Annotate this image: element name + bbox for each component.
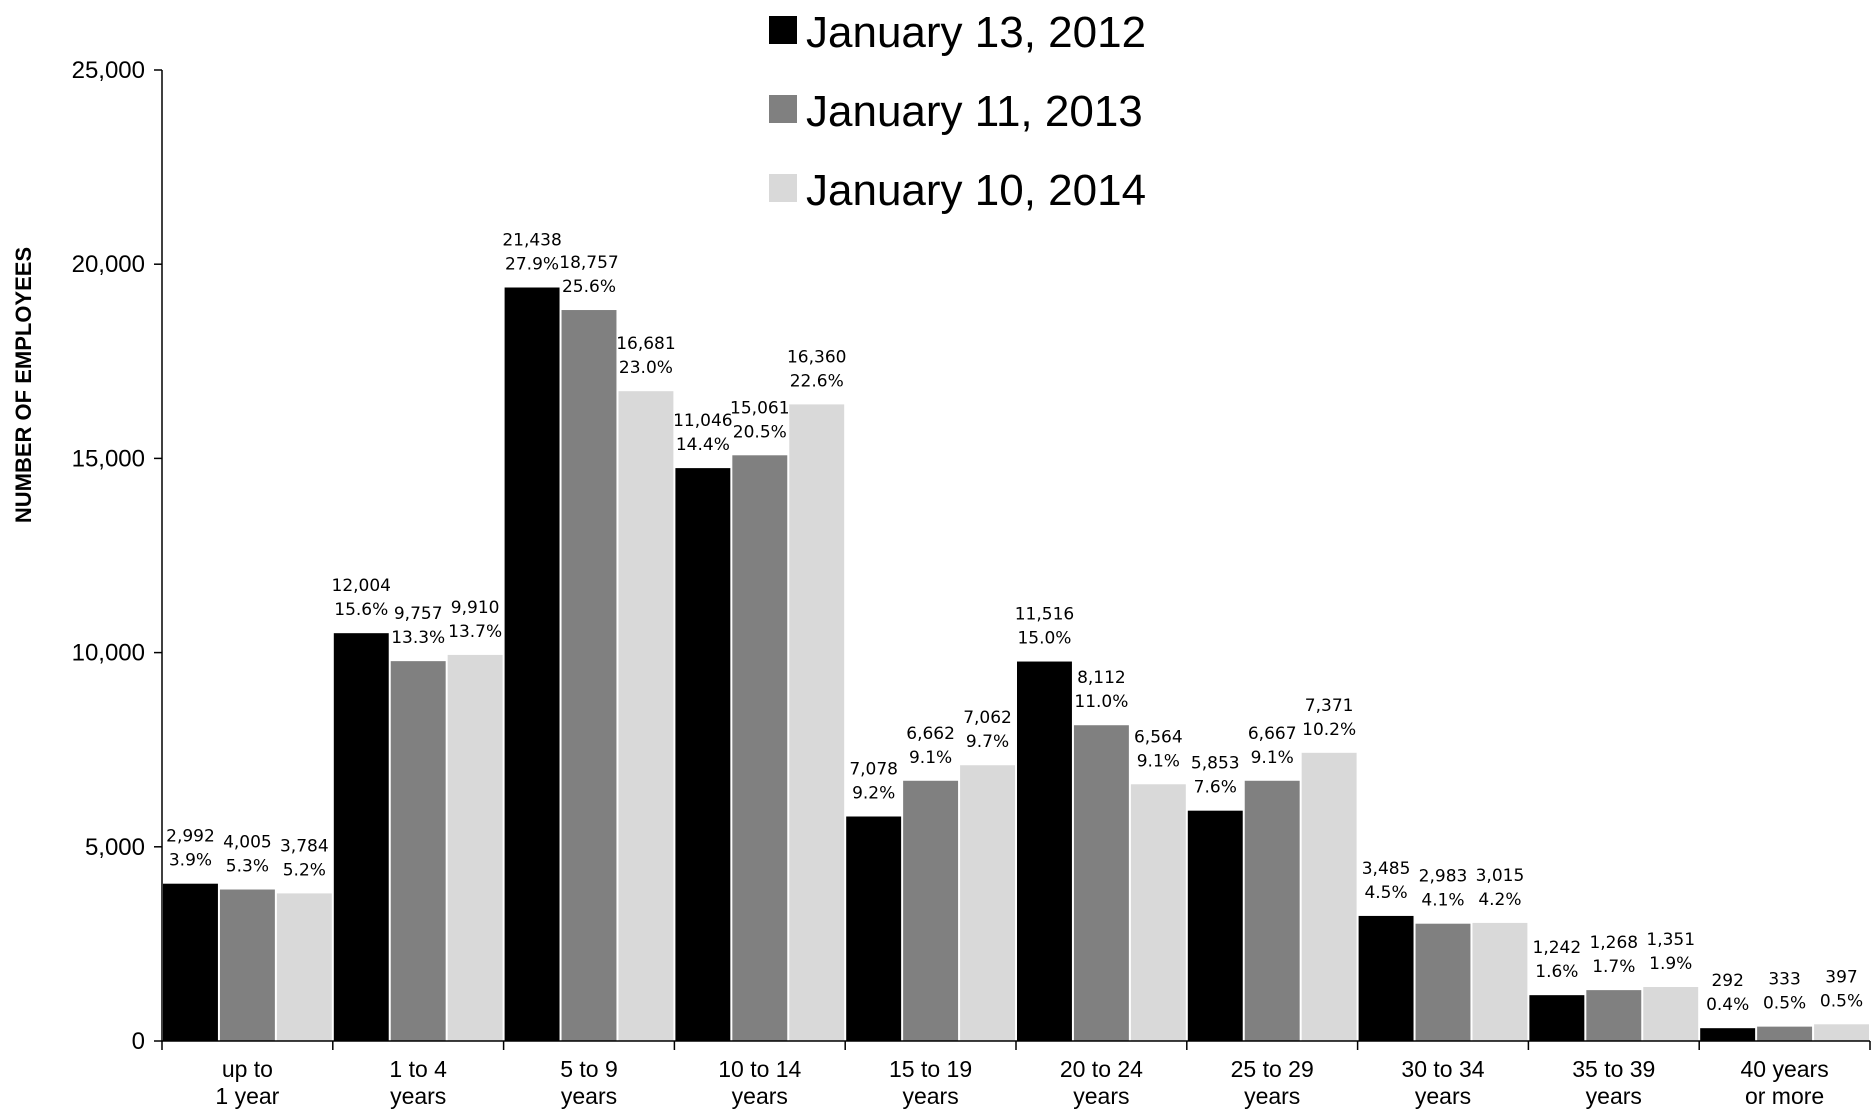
bar	[1358, 915, 1414, 1041]
x-tick-label: 35 to 39 years	[1572, 1056, 1655, 1109]
bar	[219, 889, 275, 1041]
legend: January 13, 2012 January 11, 2013 January …	[769, 8, 1146, 215]
data-label: 9,910 13.7%	[448, 598, 502, 642]
data-label: 18,757 25.6%	[559, 253, 618, 297]
data-label: 12,004 15.6%	[332, 576, 391, 620]
data-label: 16,360 22.6%	[787, 347, 846, 391]
data-label: 2,983 4.1%	[1419, 867, 1468, 911]
data-label: 9,757 13.3%	[391, 604, 445, 648]
bar	[1472, 922, 1528, 1041]
bar	[1415, 923, 1471, 1041]
x-tick-label: 40 years or more	[1740, 1056, 1828, 1109]
bar	[618, 391, 674, 1041]
x-tick-label: 5 to 9 years	[560, 1056, 618, 1109]
bar	[390, 661, 446, 1041]
bar	[1700, 1028, 1756, 1041]
bar	[1757, 1026, 1813, 1041]
bar	[1529, 995, 1585, 1041]
data-label: 1,268 1.7%	[1589, 933, 1638, 977]
bar	[1814, 1024, 1869, 1041]
data-label: 16,681 23.0%	[616, 334, 675, 378]
bar	[846, 816, 902, 1041]
data-label: 7,078 9.2%	[849, 760, 898, 804]
x-axis: up to 1 year 1 to 4 years 5 to 9 years 10 to 1…	[161, 1040, 1871, 1109]
x-tick-label: 30 to 34 years	[1401, 1056, 1484, 1109]
bar	[1301, 752, 1357, 1041]
x-tick-label: 10 to 14 years	[718, 1056, 801, 1109]
bar	[1643, 987, 1699, 1041]
bar	[732, 455, 788, 1041]
data-label: 3,485 4.5%	[1362, 859, 1411, 903]
bar	[163, 883, 218, 1041]
x-tick-label: 25 to 29 years	[1231, 1056, 1314, 1109]
data-label: 6,564 9.1%	[1134, 727, 1183, 771]
data-label: 4,005 5.3%	[223, 833, 272, 877]
bar	[903, 780, 959, 1041]
data-label: 292 0.4%	[1706, 971, 1749, 1015]
y-tick-label: 20,000	[72, 251, 145, 278]
data-label: 5,853 7.6%	[1191, 754, 1240, 798]
data-label: 333 0.5%	[1763, 970, 1806, 1014]
bar	[1073, 725, 1129, 1041]
legend-swatch	[769, 174, 797, 202]
bars	[163, 287, 1869, 1041]
bar	[675, 468, 731, 1041]
data-label: 7,371 10.2%	[1302, 696, 1356, 740]
bar	[333, 633, 389, 1041]
x-tick-label: 20 to 24 years	[1060, 1056, 1143, 1109]
x-tick-label: 15 to 19 years	[889, 1056, 972, 1109]
legend-swatch	[769, 16, 797, 44]
data-label: 21,438 27.9%	[502, 231, 561, 275]
data-labels: 2,992 3.9% 12,004 15.6% 21,438 27.9% 11,046 14.…	[166, 231, 1863, 1016]
y-tick-label: 15,000	[72, 445, 145, 472]
data-label: 11,516 15.0%	[1015, 605, 1074, 649]
legend-label: January 11, 2013	[806, 87, 1143, 136]
data-label: 6,667 9.1%	[1248, 724, 1297, 768]
data-label: 15,061 20.5%	[730, 398, 789, 442]
data-label: 3,015 4.2%	[1476, 866, 1525, 910]
data-label: 11,046 14.4%	[673, 411, 732, 455]
bar	[1130, 784, 1186, 1041]
legend-label: January 10, 2014	[806, 166, 1146, 215]
data-label: 7,062 9.7%	[963, 708, 1012, 752]
data-label: 397 0.5%	[1820, 967, 1863, 1011]
bar	[960, 765, 1015, 1041]
y-tick-label: 25,000	[72, 57, 145, 84]
data-label: 1,351 1.9%	[1646, 930, 1695, 974]
data-label: 3,784 5.2%	[280, 836, 329, 880]
y-tick-label: 10,000	[72, 640, 145, 667]
bar	[504, 287, 560, 1041]
bar	[1017, 661, 1072, 1041]
bar	[1586, 990, 1642, 1041]
y-tick-label: 5,000	[85, 834, 145, 861]
bar	[1187, 810, 1243, 1041]
bar	[561, 310, 617, 1041]
data-label: 6,662 9.1%	[906, 724, 955, 768]
bar	[1244, 780, 1300, 1041]
data-label: 8,112 11.0%	[1074, 668, 1128, 712]
data-label: 1,242 1.6%	[1533, 938, 1582, 982]
bar	[789, 404, 845, 1041]
data-label: 2,992 3.9%	[166, 827, 215, 871]
x-tick-label: up to 1 year	[215, 1056, 279, 1109]
y-axis: 0 5,000 10,000 15,000 20,000 25,000	[72, 57, 163, 1055]
bar	[447, 654, 503, 1041]
y-axis-label: NUMBER OF EMPLOYEES	[11, 247, 36, 523]
y-tick-label: 0	[132, 1028, 145, 1055]
bar	[276, 893, 332, 1041]
x-tick-label: 1 to 4 years	[389, 1056, 447, 1109]
legend-label: January 13, 2012	[806, 8, 1146, 57]
legend-swatch	[769, 95, 797, 123]
